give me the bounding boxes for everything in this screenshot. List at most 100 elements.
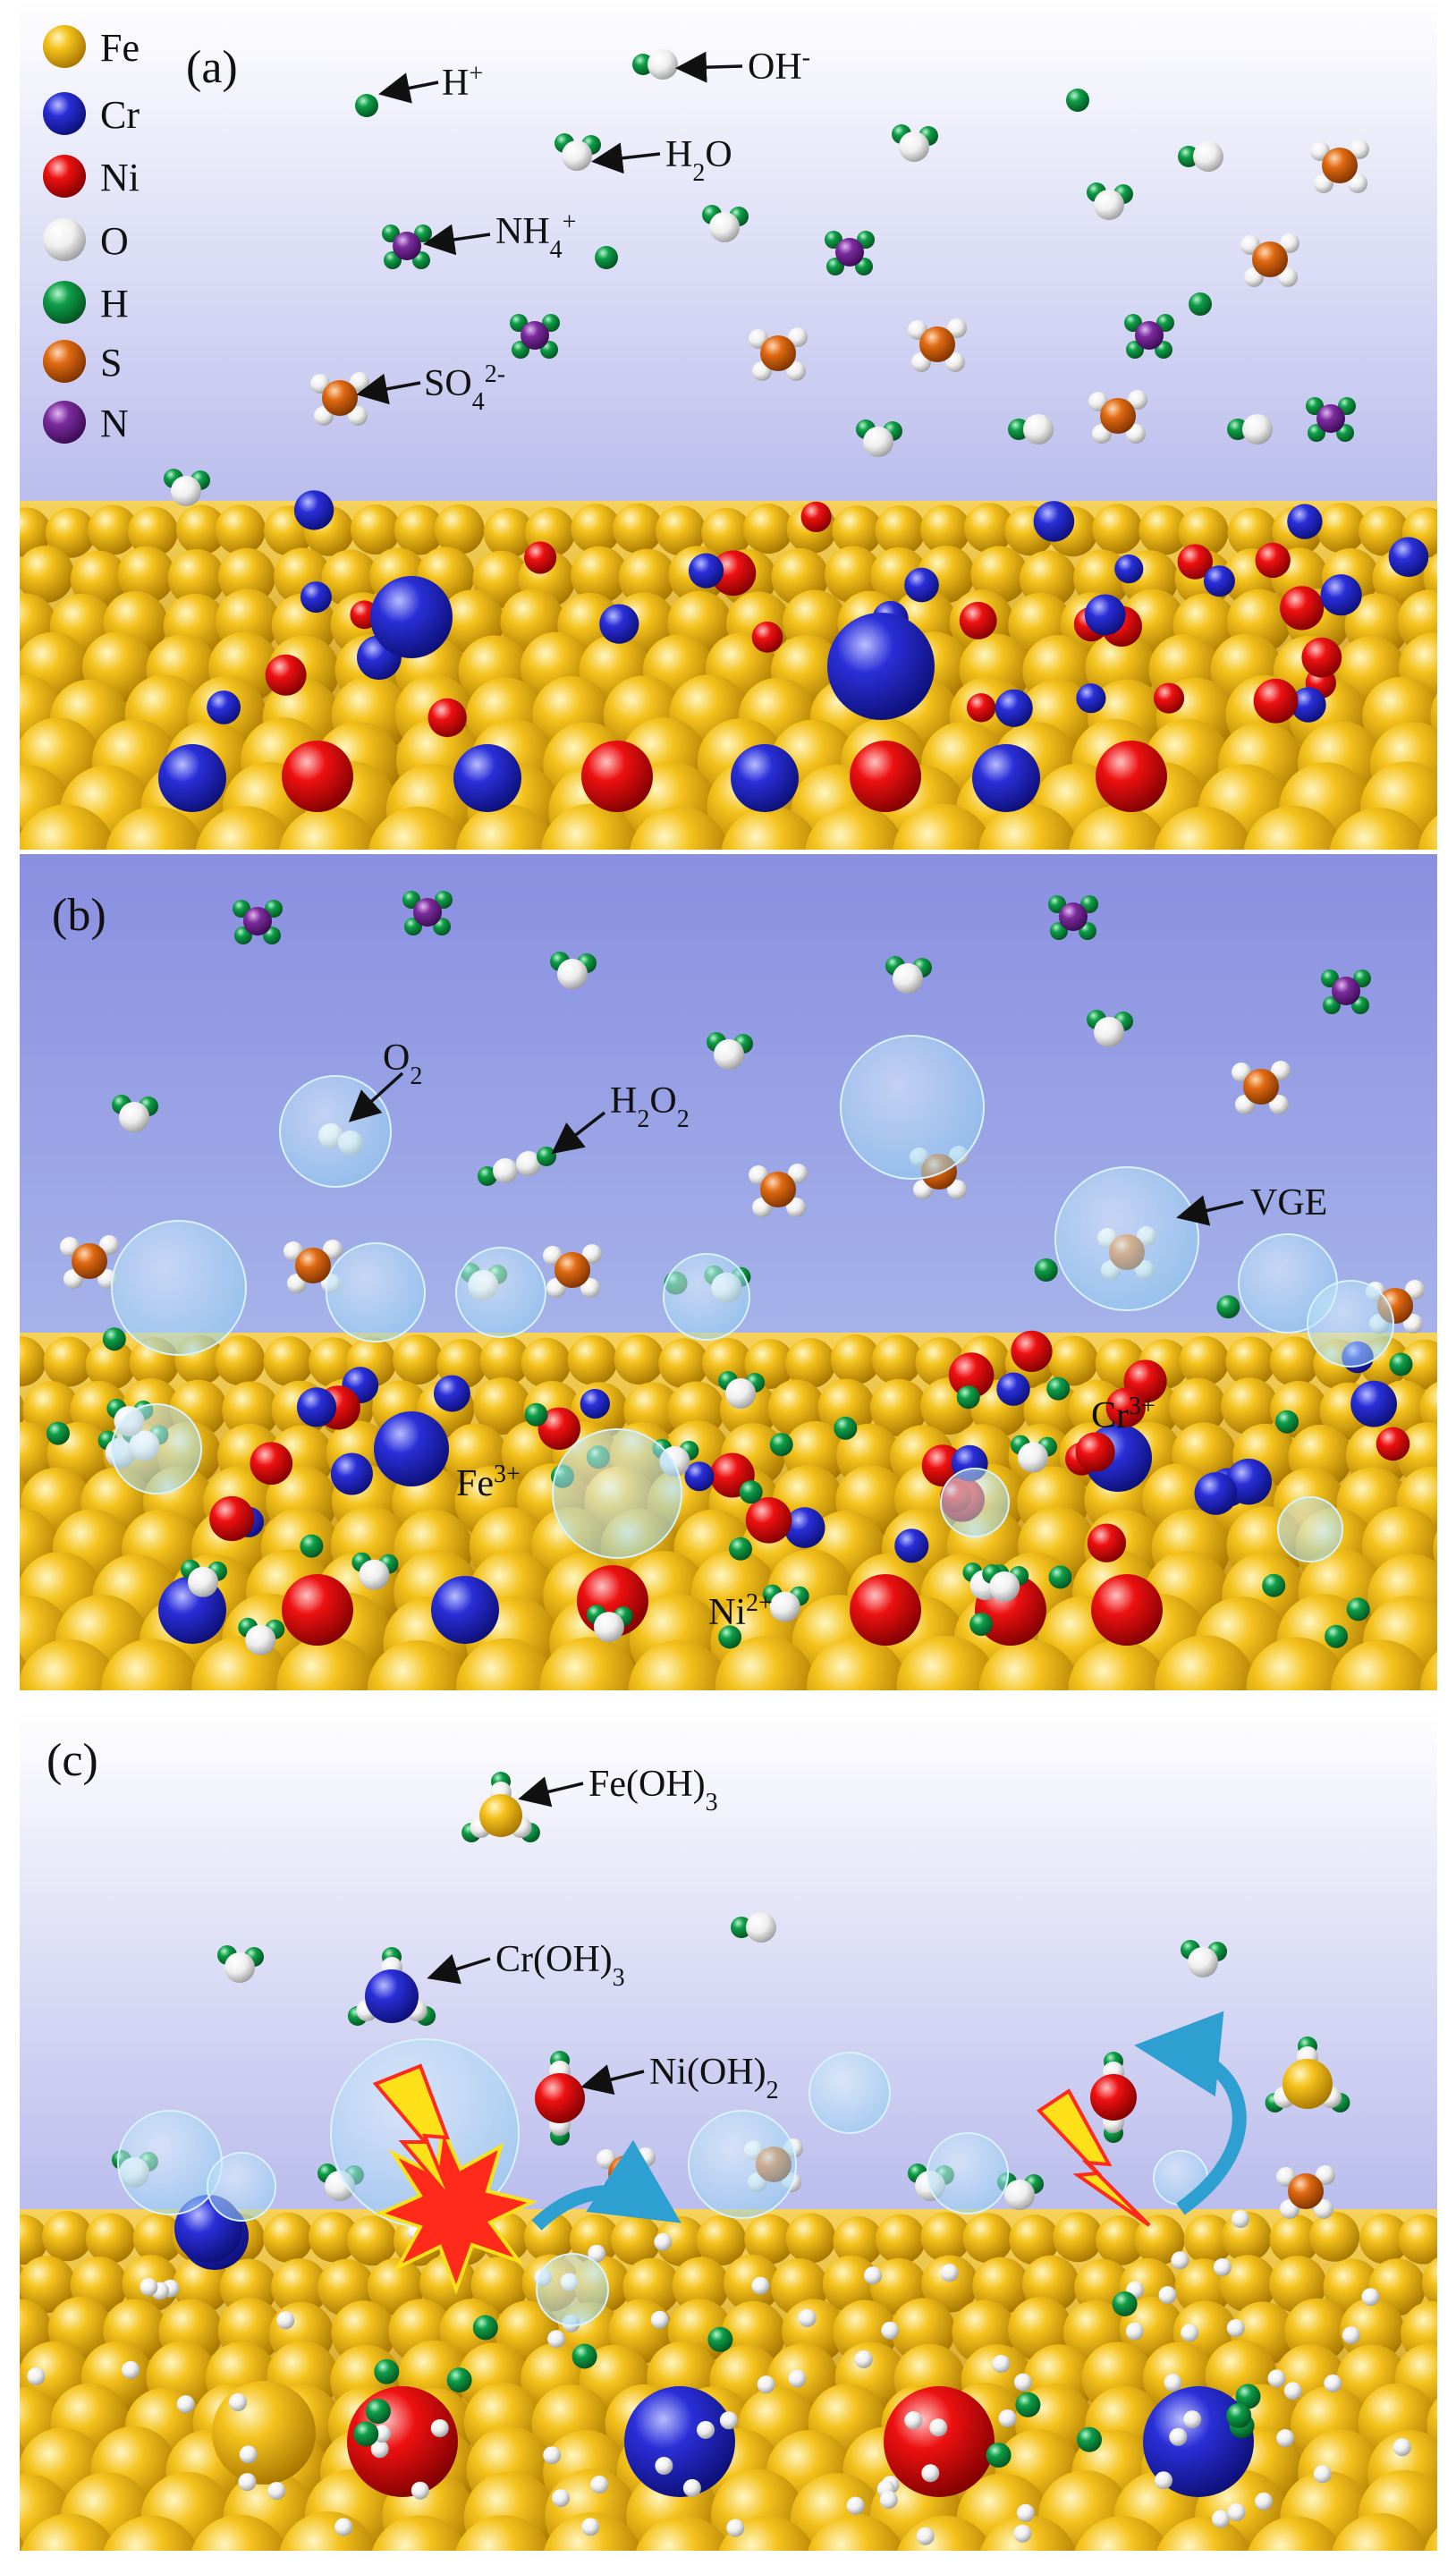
hydroxide-ion [1178, 141, 1223, 172]
o-atom [863, 427, 893, 457]
panel-c-surface-atoms [20, 2195, 1437, 2551]
hydrogen-ion [1216, 1295, 1240, 1319]
hydrogen-ion [524, 1402, 548, 1427]
fe-surface-atom [473, 1377, 531, 1435]
legend-item-fe: Fe [43, 25, 140, 70]
ni-surface-atom [282, 1574, 353, 1646]
fe-surface-atom [920, 2212, 971, 2263]
water-molecule [718, 1371, 766, 1409]
sulfate-ion [1276, 2165, 1335, 2219]
h-atom [1034, 1258, 1058, 1282]
o-atom [1193, 141, 1223, 172]
lightning-bolt-right-icon [1036, 2088, 1151, 2227]
fe-surface-atom [1398, 2214, 1437, 2265]
fe-surface-atom [1422, 2257, 1437, 2308]
svg-text:Fe(OH)3: Fe(OH)3 [588, 1764, 718, 1816]
o-atom [1023, 414, 1054, 445]
h-atom [1008, 419, 1029, 440]
ni-hydroxide-molecule [535, 2051, 585, 2146]
fe-surface-atom [276, 1636, 377, 1690]
o-atom [1018, 1442, 1048, 1473]
h-atom [1227, 419, 1249, 440]
ni-surface-atom [850, 741, 921, 812]
fe-surface-atom [176, 504, 227, 555]
panel-c: (c) Fe(OH)3 Cr(OH)3 Ni(OH)2 [20, 1710, 1437, 2551]
o-atom [648, 49, 678, 80]
adsorbed-oxygen-atom [1342, 2326, 1360, 2345]
adsorbed-oxygen-atom [1276, 2429, 1295, 2448]
fe-surface-atom [85, 2213, 136, 2264]
hydrogen-ion [1275, 1410, 1299, 1434]
s-atom [295, 1248, 331, 1283]
fe-surface-atom [785, 2213, 836, 2264]
adsorbed-hydrogen-atom [472, 2315, 498, 2341]
o-atom [323, 1240, 343, 1259]
water-molecule [856, 419, 902, 457]
fe-surface-atom [1048, 1335, 1098, 1386]
cr-surface-atom [1350, 1380, 1397, 1427]
adsorbed-oxygen-atom [1267, 2369, 1286, 2388]
cr-surface-atom [731, 744, 799, 812]
adsorbed-hydrogen-atom [571, 2343, 597, 2369]
label-h2o2: H2O2 [551, 1080, 690, 1155]
adsorbed-oxygen-atom [1232, 2210, 1249, 2228]
panel-a-label: (a) [186, 42, 238, 93]
h-atom [1048, 1565, 1072, 1589]
sulfate-ion [908, 318, 967, 372]
fe-surface-atom [721, 806, 821, 850]
fe-surface-atom [21, 2513, 118, 2551]
adsorbed-oxygen-atom [581, 2518, 600, 2536]
fe-surface-atom [1309, 2211, 1360, 2262]
cr-surface-atom [972, 744, 1040, 812]
h-atom [1346, 1597, 1370, 1621]
o-atom [725, 1378, 757, 1409]
cr-surface-atom [1225, 1458, 1272, 1505]
sulfate-ion [60, 1235, 119, 1289]
gas-bubble [1307, 1280, 1394, 1367]
o-atom [709, 212, 740, 242]
hydrogen-ion [300, 1534, 324, 1558]
adsorbed-oxygen-atom [1393, 2438, 1411, 2457]
water-molecule [181, 1559, 227, 1597]
fe-surface-atom [742, 504, 793, 555]
o-atom [947, 318, 967, 338]
hydrogen-ion [1066, 89, 1089, 112]
fe-surface-atom [1419, 1381, 1437, 1435]
cr-surface-atom [894, 1528, 929, 1563]
fe-surface-atom [1420, 1651, 1437, 1690]
o-atom [714, 1039, 744, 1070]
ni-surface-atom [1096, 741, 1167, 812]
cr-surface-atom [296, 1387, 337, 1427]
hydrogen-ion [1189, 292, 1212, 316]
hydrogen-ion [1046, 1376, 1071, 1401]
ni-hydroxide-molecule [1090, 2052, 1137, 2143]
fe-surface-atom [347, 2215, 398, 2266]
adsorbed-oxygen-atom [588, 2244, 606, 2263]
water-molecule [982, 1564, 1029, 1602]
cr-surface-atom [688, 553, 724, 588]
ni-surface-atom [1153, 682, 1185, 714]
adsorbed-oxygen-atom [881, 2321, 900, 2340]
adsorbed-oxygen-atom [1181, 2324, 1199, 2342]
svg-text:H2O: H2O [665, 134, 732, 187]
fe-surface-atom [656, 505, 706, 556]
o-atom [1350, 140, 1369, 159]
cr-surface-atom [624, 2386, 735, 2497]
legend-s-swatch [43, 340, 86, 383]
fe-surface-atom [1269, 1336, 1320, 1387]
fe-surface-atom [117, 546, 175, 604]
adsorbed-oxygen-atom [846, 2496, 865, 2515]
adsorbed-oxygen-atom [1183, 2410, 1202, 2429]
fe-surface-atom [614, 1334, 665, 1385]
fe-surface-atom [658, 1338, 709, 1389]
ammonium-ion [1306, 397, 1356, 442]
n-atom [1135, 321, 1164, 350]
fe-surface-atom [1446, 1340, 1456, 1390]
n-atom [1059, 902, 1088, 931]
fe-surface-atom [215, 1335, 266, 1386]
fe-surface-atom [1219, 2255, 1277, 2313]
legend-cr-swatch [43, 92, 86, 135]
fe-surface-atom [715, 1636, 816, 1690]
o-atom [245, 1624, 276, 1655]
